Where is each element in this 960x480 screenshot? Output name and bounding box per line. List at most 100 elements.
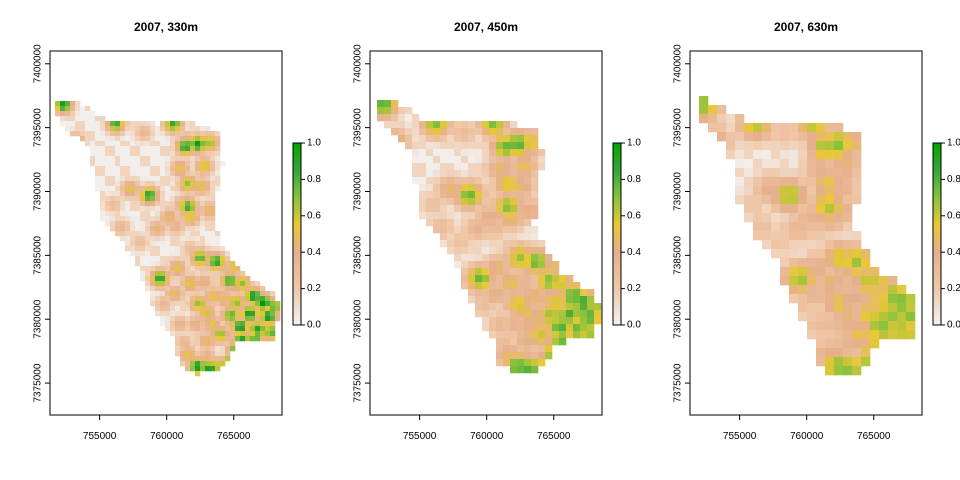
raster-cell [454, 247, 462, 255]
raster-cell [215, 276, 221, 282]
raster-cell [789, 294, 799, 304]
raster-cell [155, 296, 161, 302]
raster-cell [825, 294, 835, 304]
raster-cell [789, 204, 799, 214]
raster-cell [524, 191, 532, 199]
raster-cell [190, 146, 196, 152]
raster-cell [240, 296, 246, 302]
raster-cell [105, 166, 111, 172]
raster-cell [205, 221, 211, 227]
raster-cell [510, 254, 518, 262]
raster-cell [230, 261, 236, 267]
raster-cell [220, 301, 226, 307]
raster-cell [825, 195, 835, 205]
raster-cell [65, 121, 71, 127]
raster-cell [190, 161, 196, 167]
colorbar [612, 142, 622, 326]
raster-cell [454, 142, 462, 150]
raster-cell [115, 156, 121, 162]
raster-cell [185, 216, 191, 222]
raster-cell [510, 184, 518, 192]
raster-cell [482, 198, 490, 206]
raster-cell [180, 226, 186, 232]
raster-cell [475, 247, 483, 255]
raster-cell [160, 246, 166, 252]
raster-cell [798, 204, 808, 214]
raster-cell [496, 135, 504, 143]
raster-cell [215, 166, 221, 172]
raster-cell [255, 316, 261, 322]
raster-cell [454, 163, 462, 171]
raster-cell [475, 219, 483, 227]
raster-cell [220, 341, 226, 347]
raster-cell [175, 301, 181, 307]
raster-cell [454, 170, 462, 178]
raster-cell [531, 366, 539, 374]
raster-cell [190, 281, 196, 287]
raster-cell [100, 196, 106, 202]
raster-cell [195, 311, 201, 317]
raster-cell [426, 212, 434, 220]
raster-cell [155, 256, 161, 262]
raster-cell [165, 261, 171, 267]
raster-cell [185, 156, 191, 162]
raster-cell [150, 276, 156, 282]
raster-cell [150, 256, 156, 262]
raster-cell [807, 249, 817, 259]
raster-cell [165, 216, 171, 222]
raster-cell [545, 338, 553, 346]
raster-cell [145, 281, 151, 287]
raster-cell [538, 282, 546, 290]
raster-cell [235, 296, 241, 302]
raster-cell [180, 241, 186, 247]
raster-cell [816, 141, 826, 151]
raster-cell [780, 267, 790, 277]
raster-cell [468, 247, 476, 255]
raster-cell [120, 191, 126, 197]
raster-cell [90, 111, 96, 117]
raster-cell [195, 206, 201, 212]
raster-cell [165, 121, 171, 127]
raster-cell [220, 336, 226, 342]
raster-cell [496, 191, 504, 199]
raster-cell [130, 151, 136, 157]
raster-cell [816, 195, 826, 205]
raster-cell [440, 198, 448, 206]
raster-cell [419, 149, 427, 157]
raster-cell [240, 321, 246, 327]
raster-cell [834, 303, 844, 313]
raster-cell [250, 311, 256, 317]
raster-cell [816, 357, 826, 367]
raster-cell [110, 191, 116, 197]
raster-cell [496, 128, 504, 136]
raster-cell [200, 136, 206, 142]
raster-cell [825, 321, 835, 331]
raster-cell [195, 176, 201, 182]
raster-cell [861, 339, 871, 349]
raster-cell [235, 331, 241, 337]
raster-cell [200, 256, 206, 262]
raster-cell [524, 261, 532, 269]
raster-cell [175, 256, 181, 262]
raster-cell [150, 171, 156, 177]
raster-cell [510, 303, 518, 311]
raster-cell [155, 141, 161, 147]
raster-cell [559, 275, 567, 283]
raster-cell [580, 324, 588, 332]
raster-cell [130, 201, 136, 207]
raster-cell [60, 106, 66, 112]
raster-cell [524, 128, 532, 136]
raster-cell [195, 256, 201, 262]
raster-cell [95, 131, 101, 137]
raster-cell [454, 205, 462, 213]
raster-cell [70, 126, 76, 132]
raster-cell [433, 226, 441, 234]
raster-cell [80, 111, 86, 117]
raster-cell [566, 289, 574, 297]
raster-cell [496, 289, 504, 297]
raster-cell [225, 336, 231, 342]
raster-cell [195, 286, 201, 292]
chart-title: 2007, 330m [134, 20, 198, 34]
raster-cell [190, 251, 196, 257]
y-tick-label: 7375000 [33, 363, 44, 402]
